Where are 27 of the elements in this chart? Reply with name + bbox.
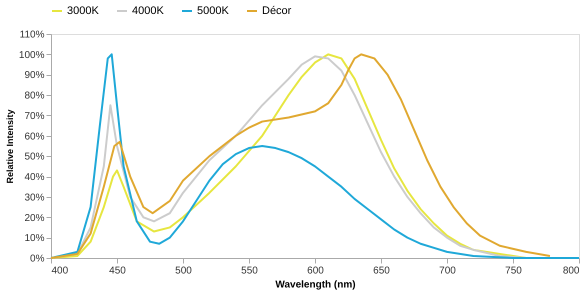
y-tick-label: 0% [30,254,45,264]
y-tick-label: 60% [24,131,45,142]
legend-label: 5000K [197,5,230,17]
legend-label: Décor [262,5,292,17]
x-tick-label: 400 [52,266,69,276]
x-tick-label: 600 [307,266,324,276]
y-axis-title: Relative Intensity [4,109,15,184]
x-tick-label: 750 [505,266,522,276]
x-tick-label: 650 [373,266,390,276]
legend-label: 3000K [67,5,100,17]
y-tick-label: 40% [24,172,45,184]
y-tick-label: 100% [18,50,45,61]
x-tick-label: 800 [562,266,580,276]
x-tick-label: 450 [109,266,126,276]
y-tick-label: 20% [24,212,45,224]
x-tick-label: 550 [241,266,258,276]
y-tick-label: 110% [20,30,45,40]
legend-label: 4000K [132,5,164,17]
x-tick-label: 700 [439,266,456,276]
x-axis-title: Wavelength (nm) [275,280,356,290]
y-tick-label: 90% [24,70,45,82]
y-tick-label: 50% [24,152,45,163]
y-tick-label: 10% [24,233,45,244]
y-tick-label: 30% [24,192,45,204]
y-tick-label: 80% [24,90,45,102]
x-tick-label: 500 [175,266,192,276]
y-tick-label: 70% [24,110,45,122]
